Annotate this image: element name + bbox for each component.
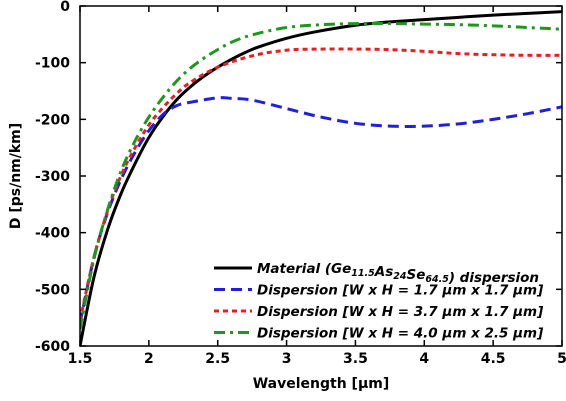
y-tick-label: -200 xyxy=(35,112,70,128)
series-line-material xyxy=(80,10,562,346)
x-tick-label: 3.5 xyxy=(343,351,368,367)
legend-label-disp3: Dispersion [W x H = 4.0 µm x 2.5 µm] xyxy=(257,326,544,342)
legend-label-disp2: Dispersion [W x H = 3.7 µm x 1.7 µm] xyxy=(257,304,544,320)
series-line-disp1 xyxy=(80,96,562,324)
x-tick-label: 2.5 xyxy=(205,351,230,367)
x-tick-label: 5 xyxy=(557,351,566,367)
y-tick-label: -500 xyxy=(35,282,70,298)
y-tick-label: -300 xyxy=(35,169,70,185)
axis-ticks xyxy=(79,5,563,347)
x-tick-label: 2 xyxy=(144,351,154,367)
y-tick-label: -400 xyxy=(35,226,70,242)
legend: Material (Ge11.5As24Se64.5) dispersionDi… xyxy=(214,261,544,342)
y-tick-label: 0 xyxy=(60,0,70,15)
y-tick-label: -600 xyxy=(35,339,70,355)
y-axis-label: D [ps/nm/km] xyxy=(8,123,24,229)
series-line-disp2 xyxy=(80,47,562,321)
x-tick-label: 4 xyxy=(419,351,429,367)
x-tick-label: 3 xyxy=(282,351,292,367)
y-tick-label: -100 xyxy=(35,56,70,72)
x-tick-label: 1.5 xyxy=(68,351,93,367)
series-lines xyxy=(80,10,562,346)
x-tick-label: 4.5 xyxy=(481,351,506,367)
x-axis-label: Wavelength [µm] xyxy=(253,376,390,392)
series-line-disp3 xyxy=(80,21,562,330)
legend-label-material: Material (Ge11.5As24Se64.5) dispersion xyxy=(257,261,539,286)
legend-label-disp1: Dispersion [W x H = 1.7 µm x 1.7 µm] xyxy=(257,283,544,299)
